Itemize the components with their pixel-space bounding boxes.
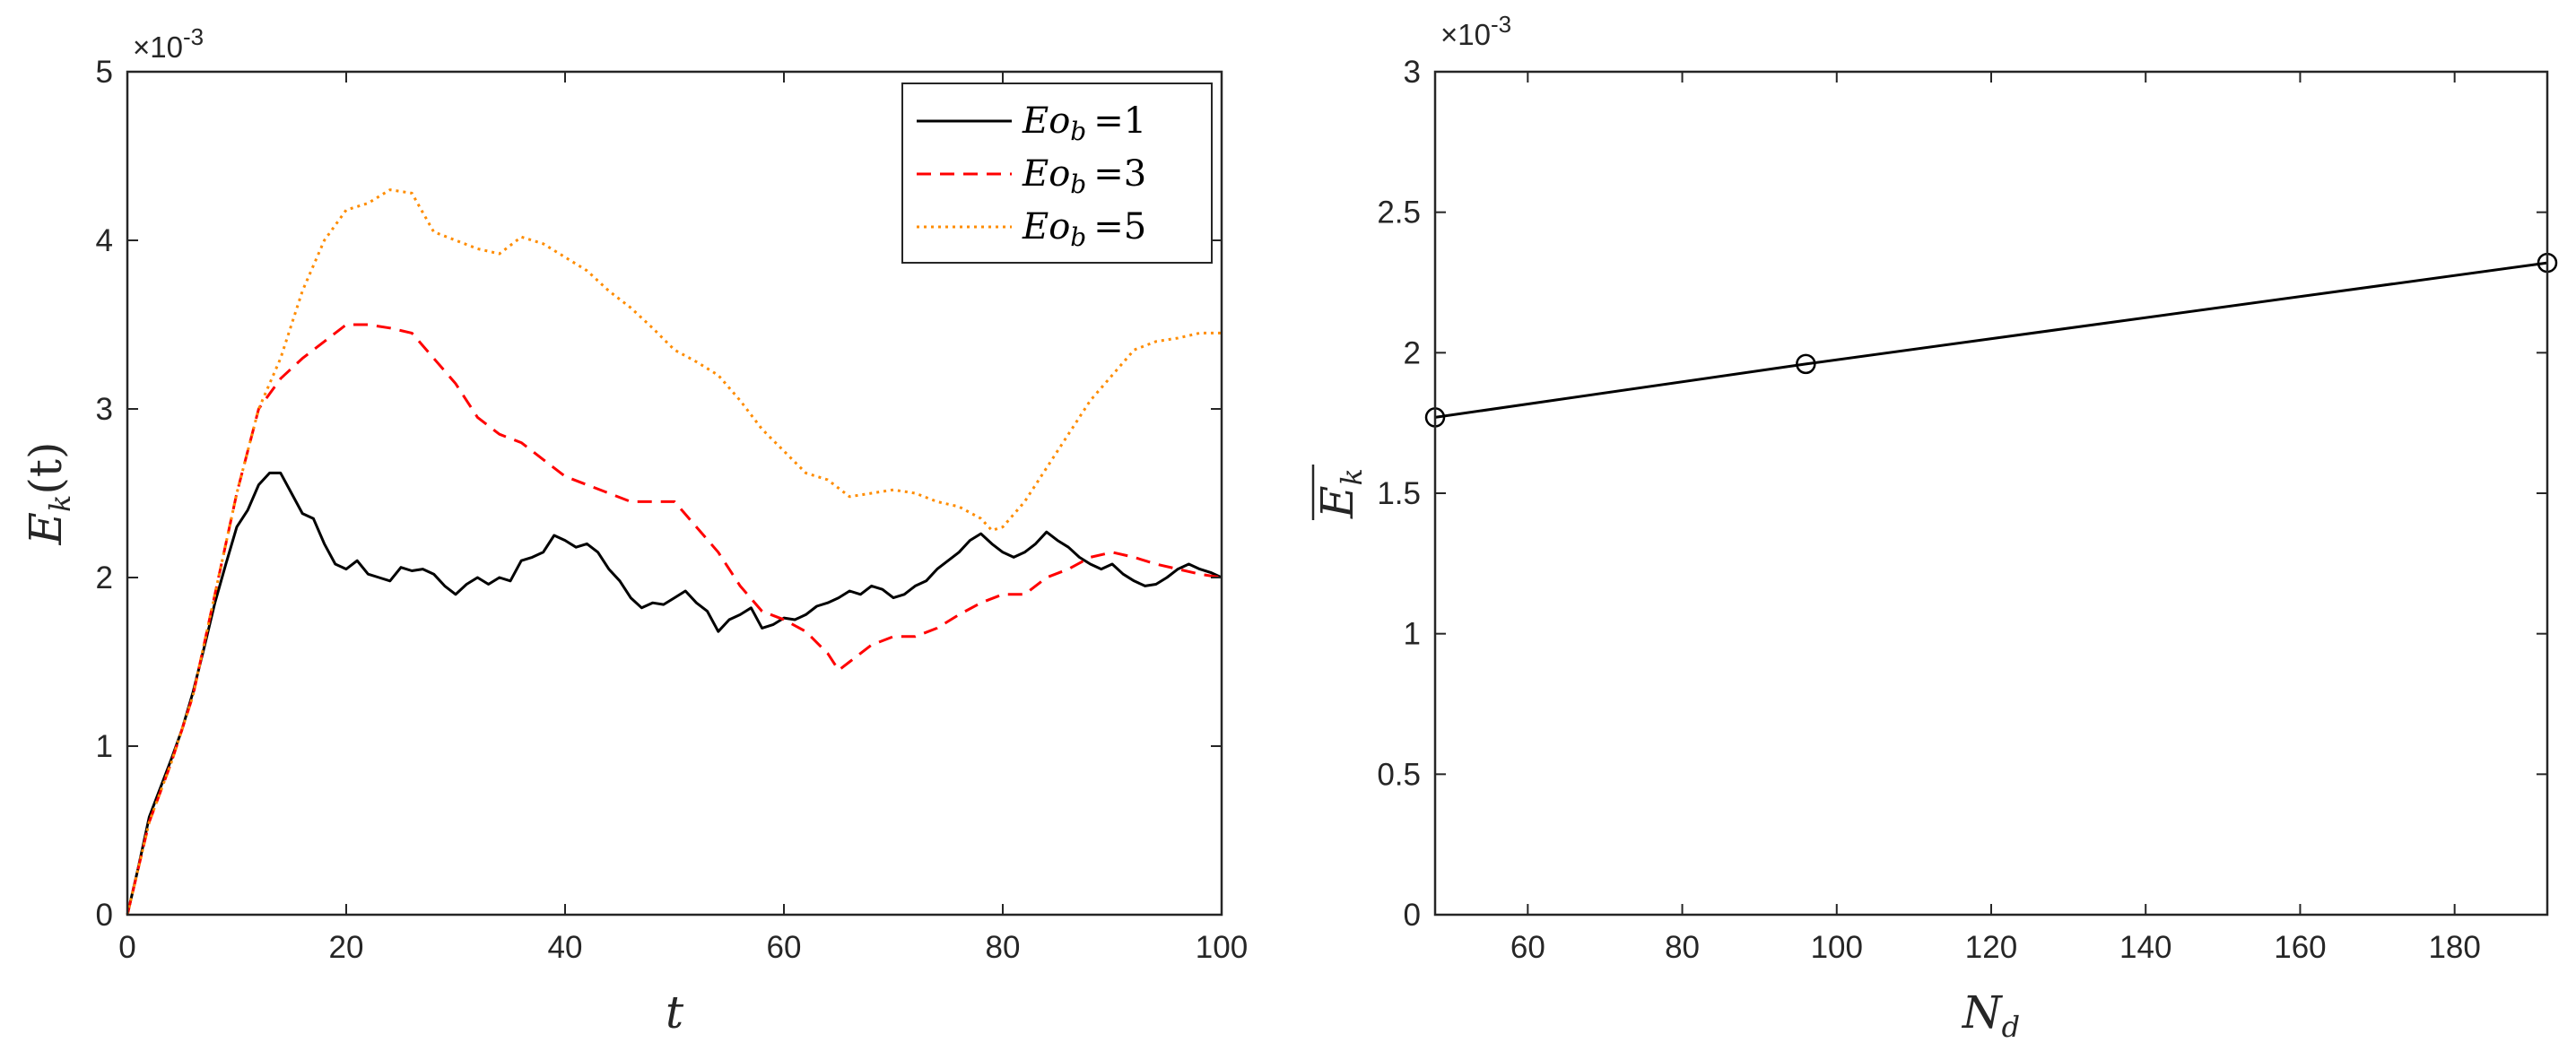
- left-exponent-label: ×10-3: [133, 23, 204, 64]
- right-y-axis-label-sub: k: [1335, 468, 1369, 485]
- x-tick-label: 100: [1811, 930, 1863, 965]
- x-tick-label: 80: [986, 930, 1021, 965]
- left-y-axis-label: Ek(t): [20, 442, 77, 546]
- left-ticks-group: 0 20 40 60 80 100 0 1 2 3 4 5: [96, 55, 1249, 965]
- legend-label-eo1: Eob =1: [1022, 100, 1146, 146]
- y-tick-label: 2: [1404, 335, 1421, 370]
- x-tick-label: 180: [2428, 930, 2480, 965]
- x-tick-label: 100: [1196, 930, 1248, 965]
- right-y-axis-label-group: Ek: [1311, 465, 1369, 520]
- y-tick-label: 2.5: [1377, 195, 1421, 230]
- y-tick-label: 0: [1404, 898, 1421, 933]
- y-tick-label: 3: [1404, 55, 1421, 90]
- y-tick-label: 0.5: [1377, 757, 1421, 792]
- right-x-axis-label: Nd: [1962, 986, 2020, 1044]
- y-tick-label: 1.5: [1377, 476, 1421, 511]
- left-chart: 0 20 40 60 80 100 0 1 2 3 4 5 ×10-3 t Ek(t) Eob =1 E…: [20, 23, 1248, 1038]
- y-tick-label: 4: [96, 223, 113, 258]
- right-x-axis-label-main: N: [1962, 986, 2004, 1038]
- right-x-axis-label-sub: d: [2002, 1010, 2020, 1044]
- x-tick-label: 120: [1965, 930, 2017, 965]
- series-line-left-1: [126, 323, 1223, 916]
- x-tick-label: 20: [329, 930, 364, 965]
- left-exponent-power: -3: [183, 23, 204, 50]
- x-tick-label: 60: [767, 930, 802, 965]
- legend-label-eo5: Eob =5: [1022, 206, 1146, 252]
- y-tick-label: 1: [1404, 617, 1421, 652]
- y-tick-label: 1: [96, 729, 113, 764]
- right-y-axis-label-main: E: [1311, 485, 1363, 519]
- left-x-axis-label: t: [666, 986, 684, 1038]
- x-tick-label: 0: [118, 930, 135, 965]
- y-tick-label: 5: [96, 55, 113, 90]
- right-exponent-label: ×10-3: [1440, 11, 1511, 51]
- left-y-axis-label-suffix: (t): [20, 442, 72, 495]
- right-y-axis-label: Ek: [1311, 468, 1369, 519]
- y-tick-label: 3: [96, 392, 113, 427]
- x-tick-label: 40: [548, 930, 583, 965]
- left-y-axis-label-sub: k: [43, 495, 77, 512]
- series-line-left-2: [126, 188, 1222, 916]
- legend-label-eo3: Eob =3: [1022, 153, 1146, 199]
- right-exponent-power: -3: [1491, 11, 1511, 38]
- y-tick-label: 2: [96, 560, 113, 595]
- x-tick-label: 140: [2119, 930, 2171, 965]
- right-chart: 60 80 100 120 140 160 180 0 0.5 1 1.5 2 2.5 3 ×10-3 N…: [1311, 11, 2558, 1044]
- x-tick-label: 60: [1510, 930, 1545, 965]
- y-tick-label: 0: [96, 898, 113, 933]
- right-plot-background: [1435, 72, 2547, 915]
- legend: Eob =1 Eob =3 Eob =5: [901, 83, 1213, 264]
- right-ticks-group: 60 80 100 120 140 160 180 0 0.5 1 1.5 2 2.5 3: [1377, 55, 2547, 965]
- series-line-left-0: [126, 471, 1223, 916]
- left-series-group: [126, 188, 1223, 916]
- left-plot-frame: [126, 70, 1223, 917]
- left-y-axis-label-main: E: [20, 512, 72, 546]
- right-plot-frame: [1433, 70, 2549, 917]
- data-point-marker: [1796, 353, 1816, 375]
- x-tick-label: 80: [1665, 930, 1700, 965]
- x-tick-label: 160: [2274, 930, 2326, 965]
- series-line-right-0: [1434, 261, 2548, 419]
